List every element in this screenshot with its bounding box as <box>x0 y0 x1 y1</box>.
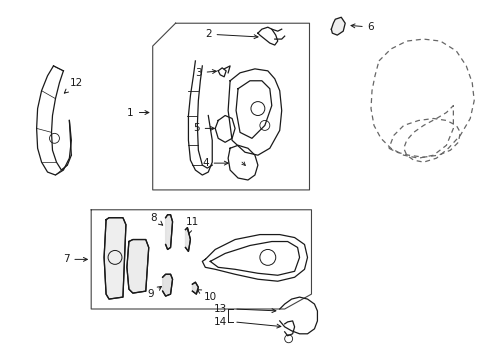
Text: 9: 9 <box>147 287 161 299</box>
Text: 3: 3 <box>195 68 216 78</box>
Text: 8: 8 <box>150 213 163 225</box>
Polygon shape <box>331 17 345 35</box>
Text: 11: 11 <box>185 217 199 234</box>
Text: 6: 6 <box>350 22 373 32</box>
Polygon shape <box>192 282 198 294</box>
Polygon shape <box>127 239 148 293</box>
Text: 13: 13 <box>213 304 226 314</box>
Text: 14: 14 <box>213 317 226 327</box>
Text: 12: 12 <box>64 78 83 93</box>
Polygon shape <box>165 215 172 249</box>
Text: 7: 7 <box>62 255 87 264</box>
Text: 10: 10 <box>197 290 216 302</box>
Text: 1: 1 <box>127 108 148 117</box>
Text: 5: 5 <box>193 123 214 134</box>
Polygon shape <box>185 228 190 251</box>
Text: 2: 2 <box>204 29 258 39</box>
Polygon shape <box>163 274 172 296</box>
Text: 4: 4 <box>202 158 228 168</box>
Polygon shape <box>104 218 126 299</box>
